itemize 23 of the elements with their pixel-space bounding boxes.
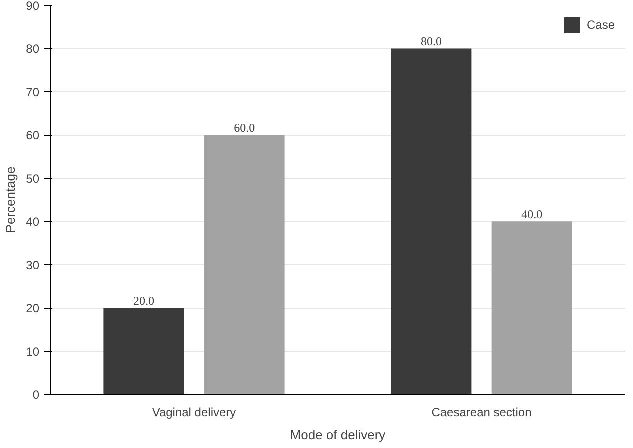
data-label: 20.0	[133, 294, 154, 308]
y-tick-label: 0	[32, 388, 40, 402]
y-tick-label: 90	[26, 0, 40, 13]
y-tick-label: 40	[26, 215, 40, 230]
data-label: 60.0	[234, 121, 256, 136]
y-tick-label: 10	[26, 344, 40, 359]
x-tick-label: Caesarean section	[432, 406, 532, 420]
data-label: 40.0	[522, 208, 543, 222]
y-tick-label: 70	[26, 85, 40, 100]
y-tick-label: 80	[26, 42, 40, 56]
x-axis-title: Mode of delivery	[290, 428, 386, 442]
legend-label: Case	[586, 18, 615, 32]
y-axis-title: Percentage	[3, 166, 18, 234]
x-tick-label: Vaginal delivery	[152, 406, 236, 420]
y-tick-label: 20	[26, 302, 40, 316]
data-label: 80.0	[420, 34, 442, 49]
y-tick-label: 50	[26, 172, 40, 186]
bar	[492, 222, 572, 394]
y-tick-label: 30	[26, 258, 40, 272]
y-tick-label: 60	[26, 128, 40, 143]
bar	[204, 135, 285, 394]
bar	[391, 48, 472, 394]
bar	[104, 308, 184, 394]
